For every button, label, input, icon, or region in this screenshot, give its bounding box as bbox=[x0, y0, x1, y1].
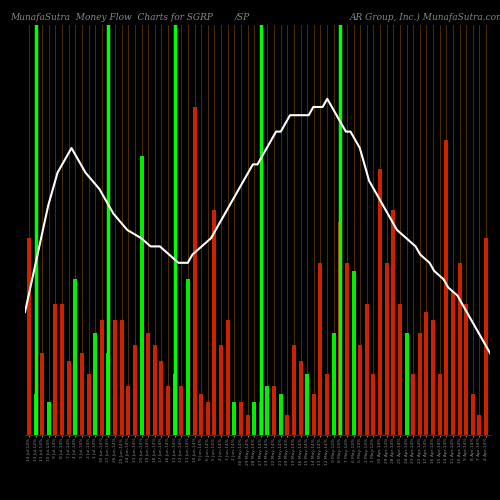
Bar bbox=[372, 374, 376, 435]
Bar bbox=[478, 414, 482, 435]
Bar bbox=[471, 394, 475, 435]
Bar bbox=[86, 374, 90, 435]
Bar bbox=[246, 414, 250, 435]
Text: AR Group, Inc.) MunafaSutra.com: AR Group, Inc.) MunafaSutra.com bbox=[350, 12, 500, 22]
Bar bbox=[451, 292, 455, 435]
Bar bbox=[352, 271, 356, 435]
Bar bbox=[431, 320, 435, 435]
Bar bbox=[411, 374, 415, 435]
Bar bbox=[365, 304, 369, 435]
Bar bbox=[34, 394, 38, 435]
Bar bbox=[199, 394, 203, 435]
Bar bbox=[27, 238, 31, 435]
Bar bbox=[378, 168, 382, 435]
Bar bbox=[458, 263, 462, 435]
Bar bbox=[133, 345, 137, 435]
Bar bbox=[146, 332, 150, 435]
Bar bbox=[212, 210, 216, 435]
Bar bbox=[153, 345, 157, 435]
Bar bbox=[312, 394, 316, 435]
Bar bbox=[47, 402, 51, 435]
Bar bbox=[232, 402, 236, 435]
Bar bbox=[444, 140, 448, 435]
Bar bbox=[239, 402, 243, 435]
Bar bbox=[60, 304, 64, 435]
Bar bbox=[186, 279, 190, 435]
Bar bbox=[292, 345, 296, 435]
Bar bbox=[166, 386, 170, 435]
Bar bbox=[120, 320, 124, 435]
Bar bbox=[74, 279, 78, 435]
Bar bbox=[272, 386, 276, 435]
Bar bbox=[54, 304, 58, 435]
Bar bbox=[384, 263, 388, 435]
Bar bbox=[259, 402, 263, 435]
Bar bbox=[172, 374, 176, 435]
Bar bbox=[180, 386, 184, 435]
Bar bbox=[392, 210, 396, 435]
Bar bbox=[484, 238, 488, 435]
Bar bbox=[438, 374, 442, 435]
Bar bbox=[160, 361, 164, 435]
Bar bbox=[219, 345, 223, 435]
Bar bbox=[305, 374, 309, 435]
Bar bbox=[325, 374, 329, 435]
Bar bbox=[140, 156, 143, 435]
Bar bbox=[404, 332, 408, 435]
Bar bbox=[266, 386, 270, 435]
Bar bbox=[424, 312, 428, 435]
Bar bbox=[93, 332, 97, 435]
Bar bbox=[113, 320, 117, 435]
Bar bbox=[40, 353, 44, 435]
Bar bbox=[418, 332, 422, 435]
Bar bbox=[206, 402, 210, 435]
Bar bbox=[398, 304, 402, 435]
Text: MunafaSutra  Money Flow  Charts for SGRP: MunafaSutra Money Flow Charts for SGRP bbox=[10, 12, 213, 22]
Text: /SP: /SP bbox=[235, 12, 250, 22]
Bar bbox=[278, 394, 282, 435]
Bar bbox=[226, 320, 230, 435]
Bar bbox=[338, 222, 342, 435]
Bar bbox=[332, 332, 336, 435]
Bar bbox=[126, 386, 130, 435]
Bar bbox=[66, 361, 70, 435]
Bar bbox=[464, 304, 468, 435]
Bar bbox=[318, 263, 322, 435]
Bar bbox=[100, 320, 104, 435]
Bar bbox=[252, 402, 256, 435]
Bar bbox=[358, 345, 362, 435]
Bar bbox=[106, 353, 110, 435]
Bar bbox=[298, 361, 302, 435]
Bar bbox=[286, 414, 290, 435]
Bar bbox=[80, 353, 84, 435]
Bar bbox=[192, 107, 196, 435]
Bar bbox=[345, 263, 349, 435]
